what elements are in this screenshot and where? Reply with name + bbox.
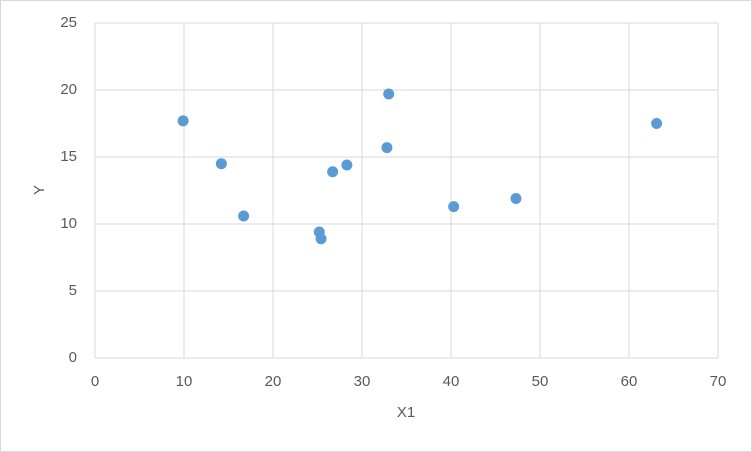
point: [651, 118, 663, 129]
x-tick-label: 50: [532, 373, 549, 390]
x-tick-label: 60: [621, 373, 638, 390]
point: [448, 201, 460, 213]
x-tick-label: 10: [176, 373, 193, 390]
x-tick-label: 30: [354, 373, 371, 390]
y-axis-title: Y: [31, 185, 48, 195]
y-tick-label: 0: [69, 349, 77, 366]
x-tick-label: 70: [710, 373, 727, 390]
point: [341, 159, 353, 171]
x-axis-title: X1: [397, 404, 415, 421]
point: [327, 166, 339, 178]
x-tick-label: 0: [91, 373, 99, 390]
y-tick-label: 15: [60, 148, 77, 165]
point: [381, 142, 393, 154]
point: [177, 115, 189, 127]
y-tick-label: 25: [60, 14, 77, 31]
point: [215, 158, 227, 170]
x-tick-label: 20: [265, 373, 282, 390]
point: [510, 193, 522, 205]
y-tick-label: 5: [69, 282, 77, 299]
point: [238, 210, 250, 222]
point: [383, 88, 395, 100]
y-tick-label: 20: [60, 81, 77, 98]
y-tick-label: 10: [60, 215, 77, 232]
point: [315, 233, 327, 245]
x-tick-label: 40: [443, 373, 460, 390]
